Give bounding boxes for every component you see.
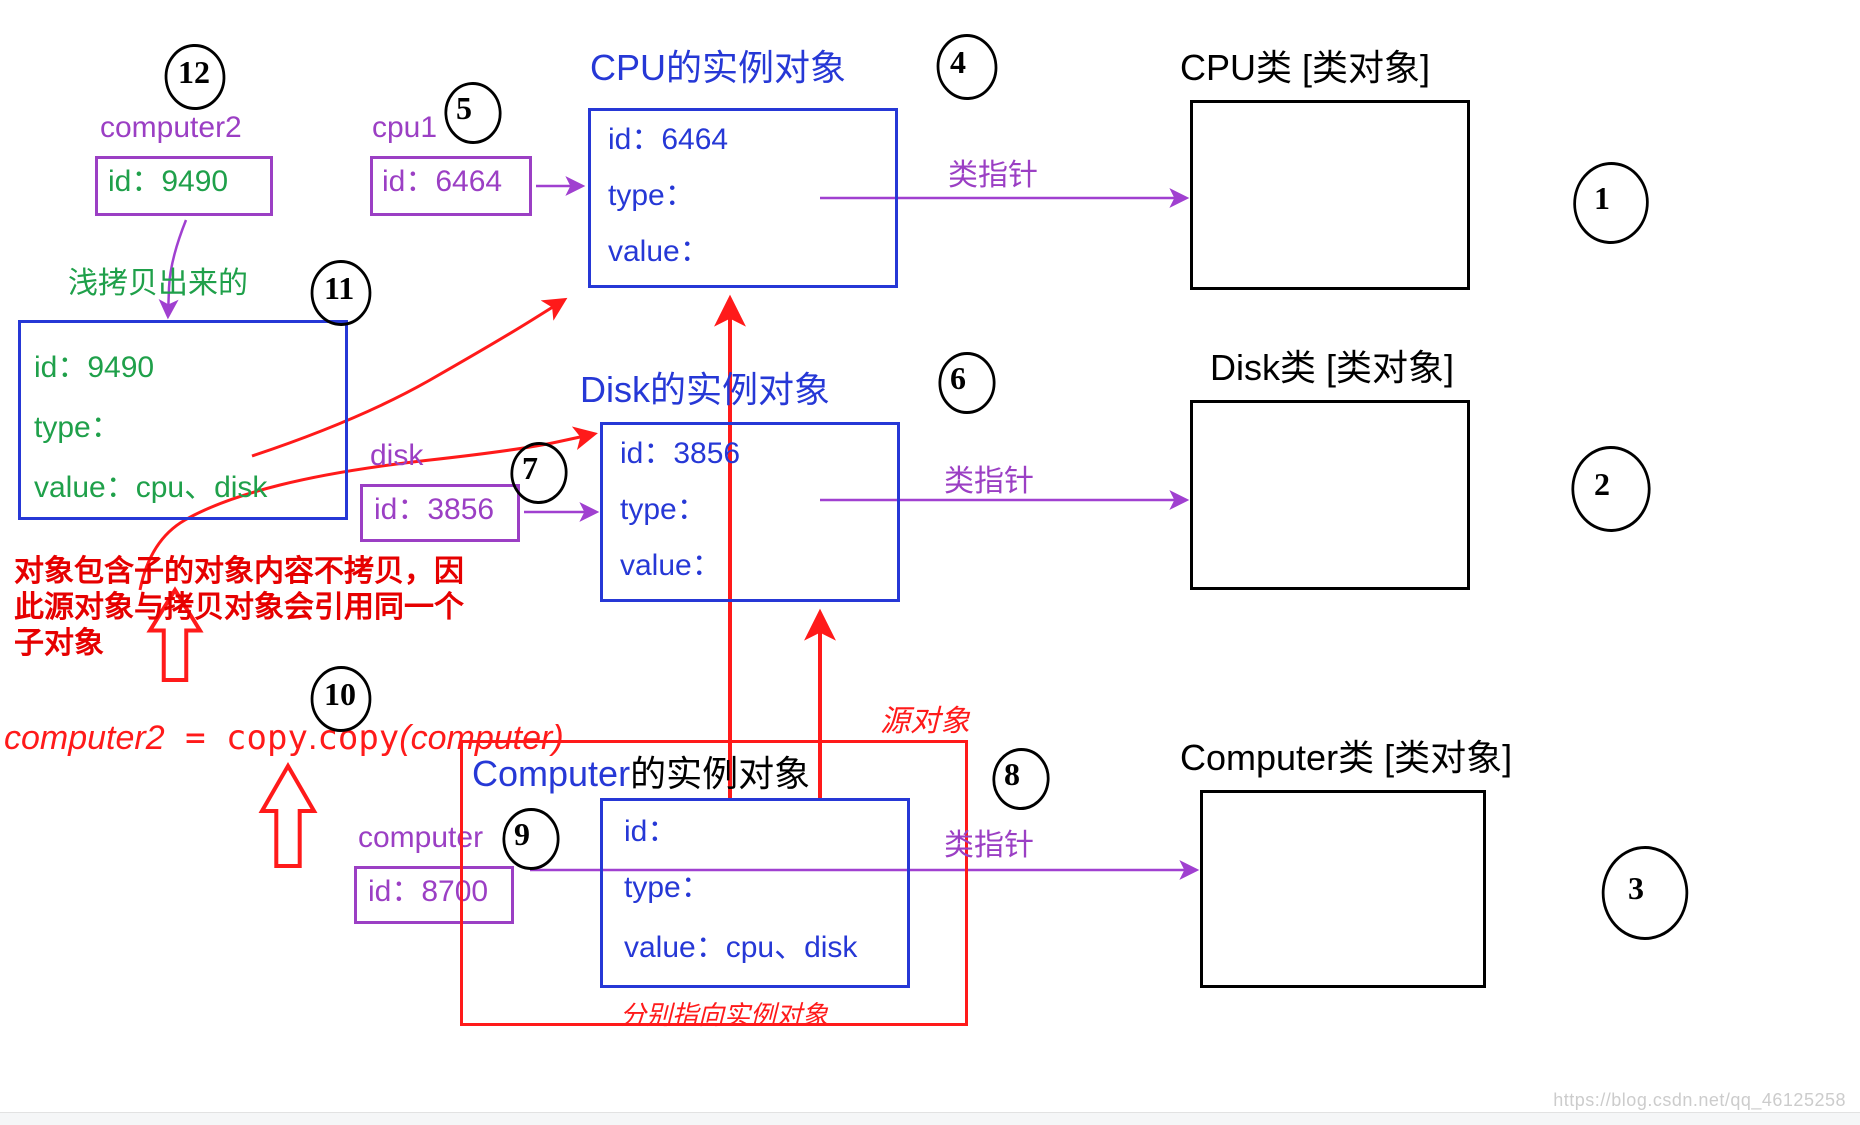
title-computer_class: Computer类 [类对象]: [1180, 736, 1512, 779]
field-cpu_instance-2: value：: [608, 234, 710, 270]
text-code_line-part-4: (computer): [399, 719, 563, 757]
hand-num-n2: 2: [1594, 466, 1610, 503]
hand-num-n4: 4: [950, 44, 966, 81]
hand-circle-n6: [938, 352, 996, 415]
hand-circle-n2: [1571, 445, 1652, 533]
box-cpu_class: [1190, 100, 1470, 290]
text-code_line: computer2 = copy.copy(computer): [4, 718, 564, 759]
text-red_paragraph: 对象包含子的对象内容不拷贝，因 此源对象与拷贝对象会引用同一个 子对象: [14, 554, 464, 662]
hand-num-n12: 12: [178, 54, 210, 91]
text-points_to: 分别指向实例对象: [620, 1000, 828, 1031]
text-class_ptr_3: 类指针: [944, 828, 1034, 864]
hand-num-n10: 10: [324, 676, 356, 713]
hand-circle-n1: [1570, 159, 1652, 247]
text-shallow_copy_text: 浅拷贝出来的: [68, 266, 248, 302]
field-shallow_copy_box-2: value：cpu、disk: [34, 470, 267, 506]
title-cpu_instance: CPU的实例对象: [590, 46, 846, 89]
box-computer_class: [1200, 790, 1486, 988]
title-disk_class: Disk类 [类对象]: [1210, 346, 1454, 389]
hand-circle-n8: [990, 745, 1053, 812]
hand-num-n8: 8: [1004, 756, 1020, 793]
label-disk_var: disk: [370, 438, 423, 474]
field-shallow_copy_box-0: id：9490: [34, 350, 154, 386]
field-computer2_var-0: id：9490: [108, 164, 228, 200]
hand-num-n5: 5: [456, 90, 472, 127]
field-cpu1_var-0: id：6464: [382, 164, 502, 200]
label-cpu1_var: cpu1: [372, 110, 437, 146]
text-code_line-part-2: .: [308, 719, 317, 757]
box-red_group: [460, 740, 968, 1026]
text-class_ptr_2: 类指针: [944, 464, 1034, 500]
field-disk_var-0: id：3856: [374, 492, 494, 528]
hand-circle-n4: [934, 32, 1000, 103]
field-shallow_copy_box-1: type：: [34, 410, 121, 446]
field-disk_instance-2: value：: [620, 548, 722, 584]
hand-num-n6: 6: [950, 360, 966, 397]
watermark: https://blog.csdn.net/qq_46125258: [1553, 1090, 1846, 1111]
hand-num-n9: 9: [514, 816, 530, 853]
bottom-strip: [0, 1112, 1860, 1125]
text-source_obj: 源对象: [880, 704, 970, 740]
text-code_line-part-0: computer2: [4, 719, 165, 757]
hand-num-n11: 11: [324, 270, 354, 307]
title-disk_instance: Disk的实例对象: [580, 368, 830, 411]
title-cpu_class: CPU类 [类对象]: [1180, 46, 1430, 89]
hand-num-n7: 7: [522, 450, 538, 487]
hand-num-n1: 1: [1594, 180, 1610, 217]
text-code_line-part-1: = copy: [165, 718, 308, 758]
field-disk_instance-1: type：: [620, 492, 707, 528]
hand-circle-n3: [1601, 846, 1688, 941]
box-disk_class: [1190, 400, 1470, 590]
hand-num-n3: 3: [1628, 870, 1644, 907]
hand-circle-n5: [442, 80, 503, 146]
text-class_ptr_1: 类指针: [948, 158, 1038, 194]
field-cpu_instance-0: id：6464: [608, 122, 728, 158]
label-computer2_var: computer2: [100, 110, 242, 146]
field-disk_instance-0: id：3856: [620, 436, 740, 472]
field-cpu_instance-1: type：: [608, 178, 695, 214]
up-arrow-2: [262, 766, 314, 866]
